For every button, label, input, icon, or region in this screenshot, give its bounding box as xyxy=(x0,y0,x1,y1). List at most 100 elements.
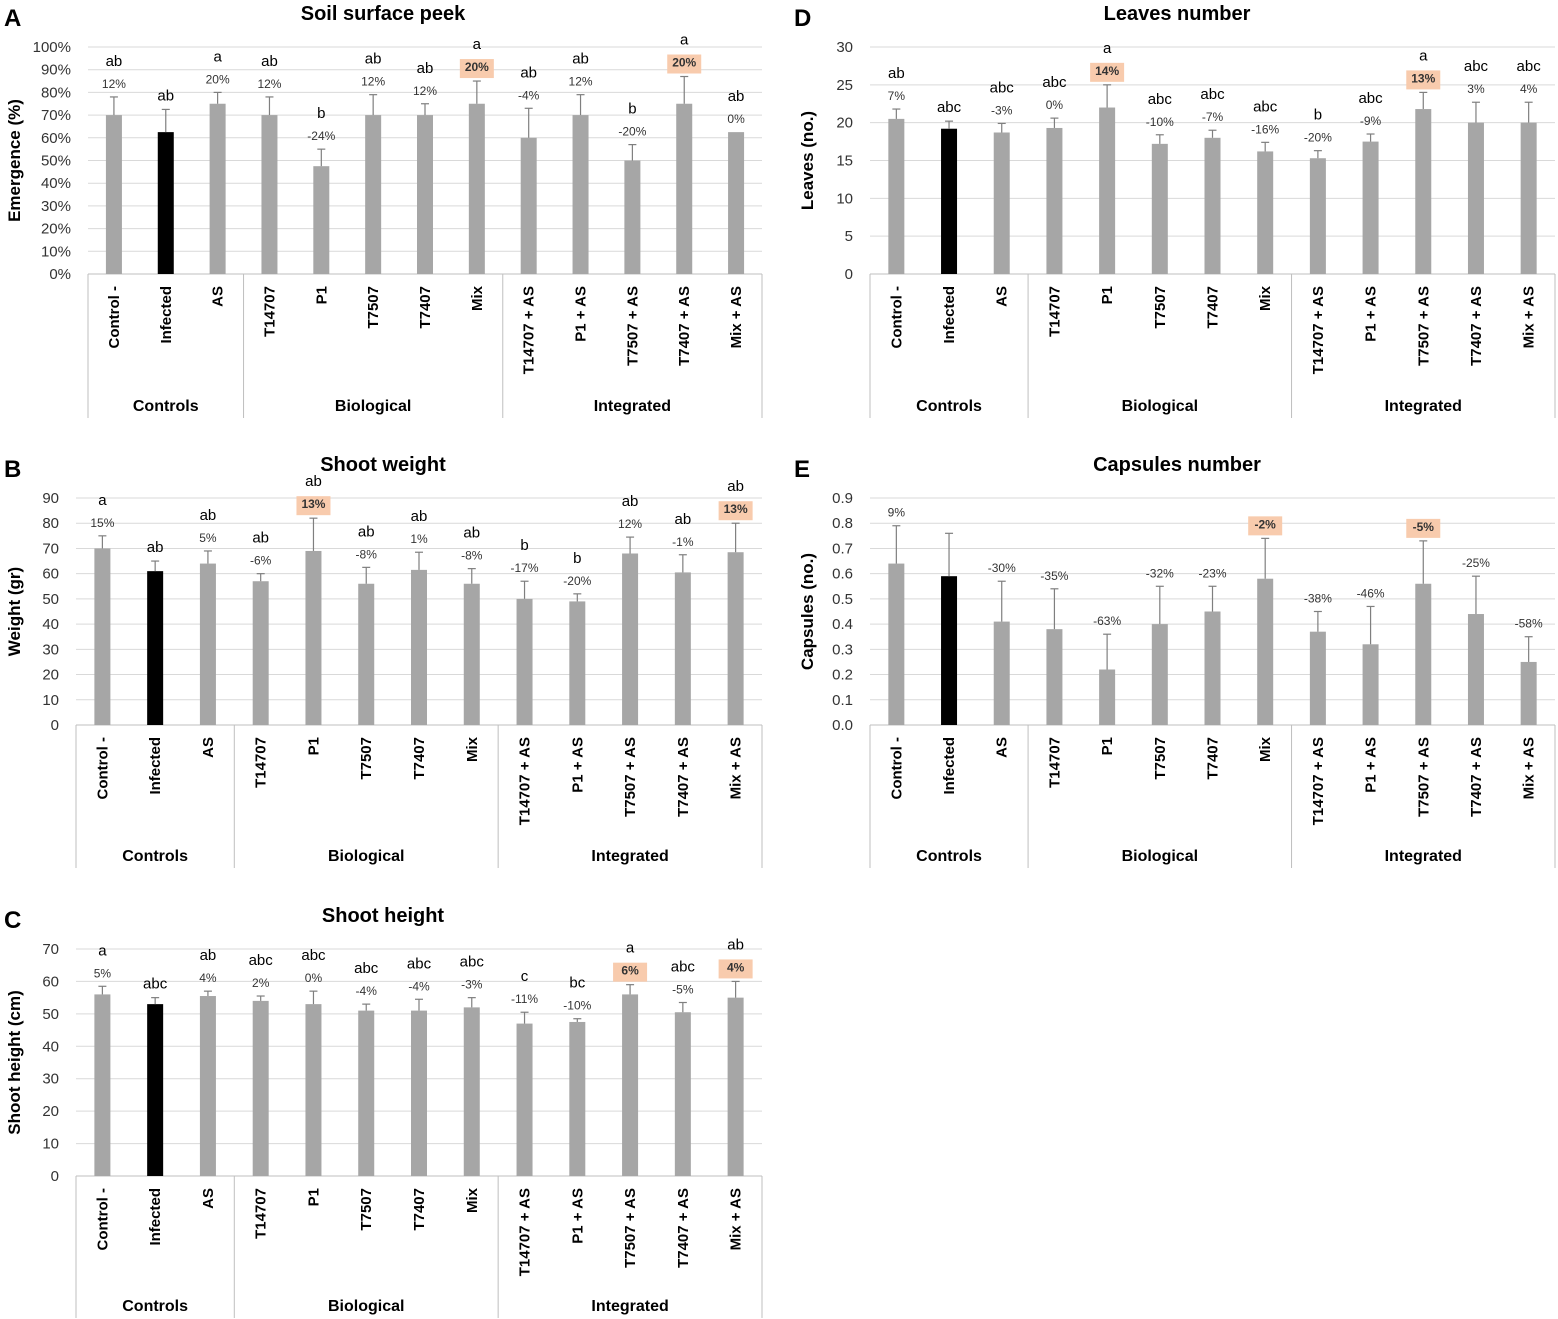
category-label-p1-as: P1 + AS xyxy=(569,1188,586,1244)
bar-mix-as xyxy=(728,132,745,274)
panel-letter: E xyxy=(794,456,810,483)
significance-letter: ab xyxy=(675,511,692,528)
significance-letter: ab xyxy=(888,65,905,82)
bar-p1-as xyxy=(1362,141,1379,274)
percent-label: 4% xyxy=(199,971,217,985)
bar-mix xyxy=(468,103,485,274)
bar-t7507 xyxy=(1151,143,1168,274)
y-tick-label: 60% xyxy=(41,130,71,147)
y-tick-label: 0 xyxy=(845,266,853,283)
bar-t7407-as xyxy=(674,572,691,725)
group-label-biological: Biological xyxy=(335,398,411,415)
group-label-biological: Biological xyxy=(328,1298,404,1315)
category-label-as: AS xyxy=(210,286,227,307)
y-tick-label: 10% xyxy=(41,243,71,260)
percent-label: 5% xyxy=(199,531,217,545)
bar-as xyxy=(993,132,1010,274)
group-label-integrated: Integrated xyxy=(1385,848,1462,865)
bar-mix xyxy=(1257,578,1274,725)
highlight-box xyxy=(1090,62,1125,82)
percent-label: -16% xyxy=(1251,122,1279,136)
category-label-t7507: T7507 xyxy=(1152,286,1169,329)
category-label-t7407-as: T7407 + AS xyxy=(1468,737,1485,817)
bar-t7507-as xyxy=(622,553,639,725)
bar-t7407 xyxy=(411,569,427,725)
percent-label: 5% xyxy=(94,966,112,980)
bar-t14707-as xyxy=(1309,158,1326,274)
significance-letter: ab xyxy=(358,523,375,540)
bar-as xyxy=(993,621,1010,725)
category-label-p1-as: P1 + AS xyxy=(573,286,590,342)
bar-p1 xyxy=(313,166,330,274)
significance-letter: ab xyxy=(520,64,537,81)
percent-label: 12% xyxy=(102,77,126,91)
category-label-as: AS xyxy=(994,737,1011,758)
bar-mix xyxy=(463,583,480,725)
significance-letter: abc xyxy=(937,99,962,116)
significance-letter: a xyxy=(473,36,482,53)
panel-letter: A xyxy=(4,5,21,32)
y-tick-label: 10 xyxy=(42,1136,59,1153)
chart-title: Capsules number xyxy=(1093,454,1261,476)
bar-infected xyxy=(147,1004,164,1176)
y-tick-label: 30 xyxy=(42,641,59,658)
percent-label: -35% xyxy=(1040,569,1068,583)
category-label-t14707-as: T14707 + AS xyxy=(521,286,538,374)
group-label-controls: Controls xyxy=(916,398,982,415)
category-label-mix-as: Mix + AS xyxy=(728,737,745,799)
significance-letter: b xyxy=(628,101,636,118)
category-label-t7407-as: T7407 + AS xyxy=(675,737,692,817)
significance-letter: bc xyxy=(569,975,585,992)
percent-label: 12% xyxy=(413,84,437,98)
percent-label: 3% xyxy=(1467,82,1485,96)
bar-t7407 xyxy=(1204,611,1221,725)
significance-letter: ab xyxy=(200,947,217,964)
category-label-t14707: T14707 xyxy=(261,286,278,337)
category-label-mix: Mix xyxy=(1257,285,1274,311)
percent-label: -6% xyxy=(250,554,272,568)
percent-label: -4% xyxy=(518,88,540,102)
significance-letter: abc xyxy=(249,952,274,969)
significance-letter: a xyxy=(1419,47,1428,64)
percent-label: 0% xyxy=(305,971,323,985)
bar-mix-as xyxy=(727,997,744,1176)
bar-control xyxy=(94,994,111,1176)
category-label-control: Control - xyxy=(888,286,905,348)
percent-label: -8% xyxy=(356,547,378,561)
category-label-t7407: T7407 xyxy=(411,1188,428,1231)
group-label-integrated: Integrated xyxy=(591,848,668,865)
y-tick-label: 20 xyxy=(836,115,853,132)
significance-letter: abc xyxy=(990,79,1015,96)
y-tick-label: 50 xyxy=(42,591,59,608)
category-label-t7407-as: T7407 + AS xyxy=(676,286,693,366)
percent-label: 14% xyxy=(1095,64,1119,78)
bar-t14707-as xyxy=(1309,631,1326,725)
y-tick-label: 0% xyxy=(49,266,71,283)
highlight-box xyxy=(459,59,494,79)
category-label-infected: Infected xyxy=(941,737,958,795)
percent-label: -7% xyxy=(1202,110,1224,124)
y-tick-label: 30% xyxy=(41,198,71,215)
percent-label: -23% xyxy=(1198,566,1226,580)
bar-mix xyxy=(463,1007,480,1176)
group-label-integrated: Integrated xyxy=(594,398,671,415)
y-tick-label: 40% xyxy=(41,175,71,192)
significance-letter: abc xyxy=(1517,58,1542,75)
significance-letter: ab xyxy=(727,478,744,495)
category-label-t14707-as: T14707 + AS xyxy=(517,1188,534,1276)
percent-label: -4% xyxy=(408,979,430,993)
percent-label: -30% xyxy=(988,561,1016,575)
bar-t7407-as xyxy=(674,1012,691,1176)
chart-title: Leaves number xyxy=(1104,3,1251,25)
y-tick-label: 20 xyxy=(42,1103,59,1120)
percent-label: 6% xyxy=(621,964,639,978)
percent-label: -9% xyxy=(1360,114,1382,128)
significance-letter: a xyxy=(98,492,107,509)
percent-label: 13% xyxy=(301,497,325,511)
bar-as xyxy=(199,996,216,1176)
y-tick-label: 60 xyxy=(42,973,59,990)
bar-mix-as xyxy=(1520,661,1537,725)
percent-label: 13% xyxy=(724,502,748,516)
bar-p1-as xyxy=(1362,644,1379,725)
y-tick-label: 90% xyxy=(41,62,71,79)
